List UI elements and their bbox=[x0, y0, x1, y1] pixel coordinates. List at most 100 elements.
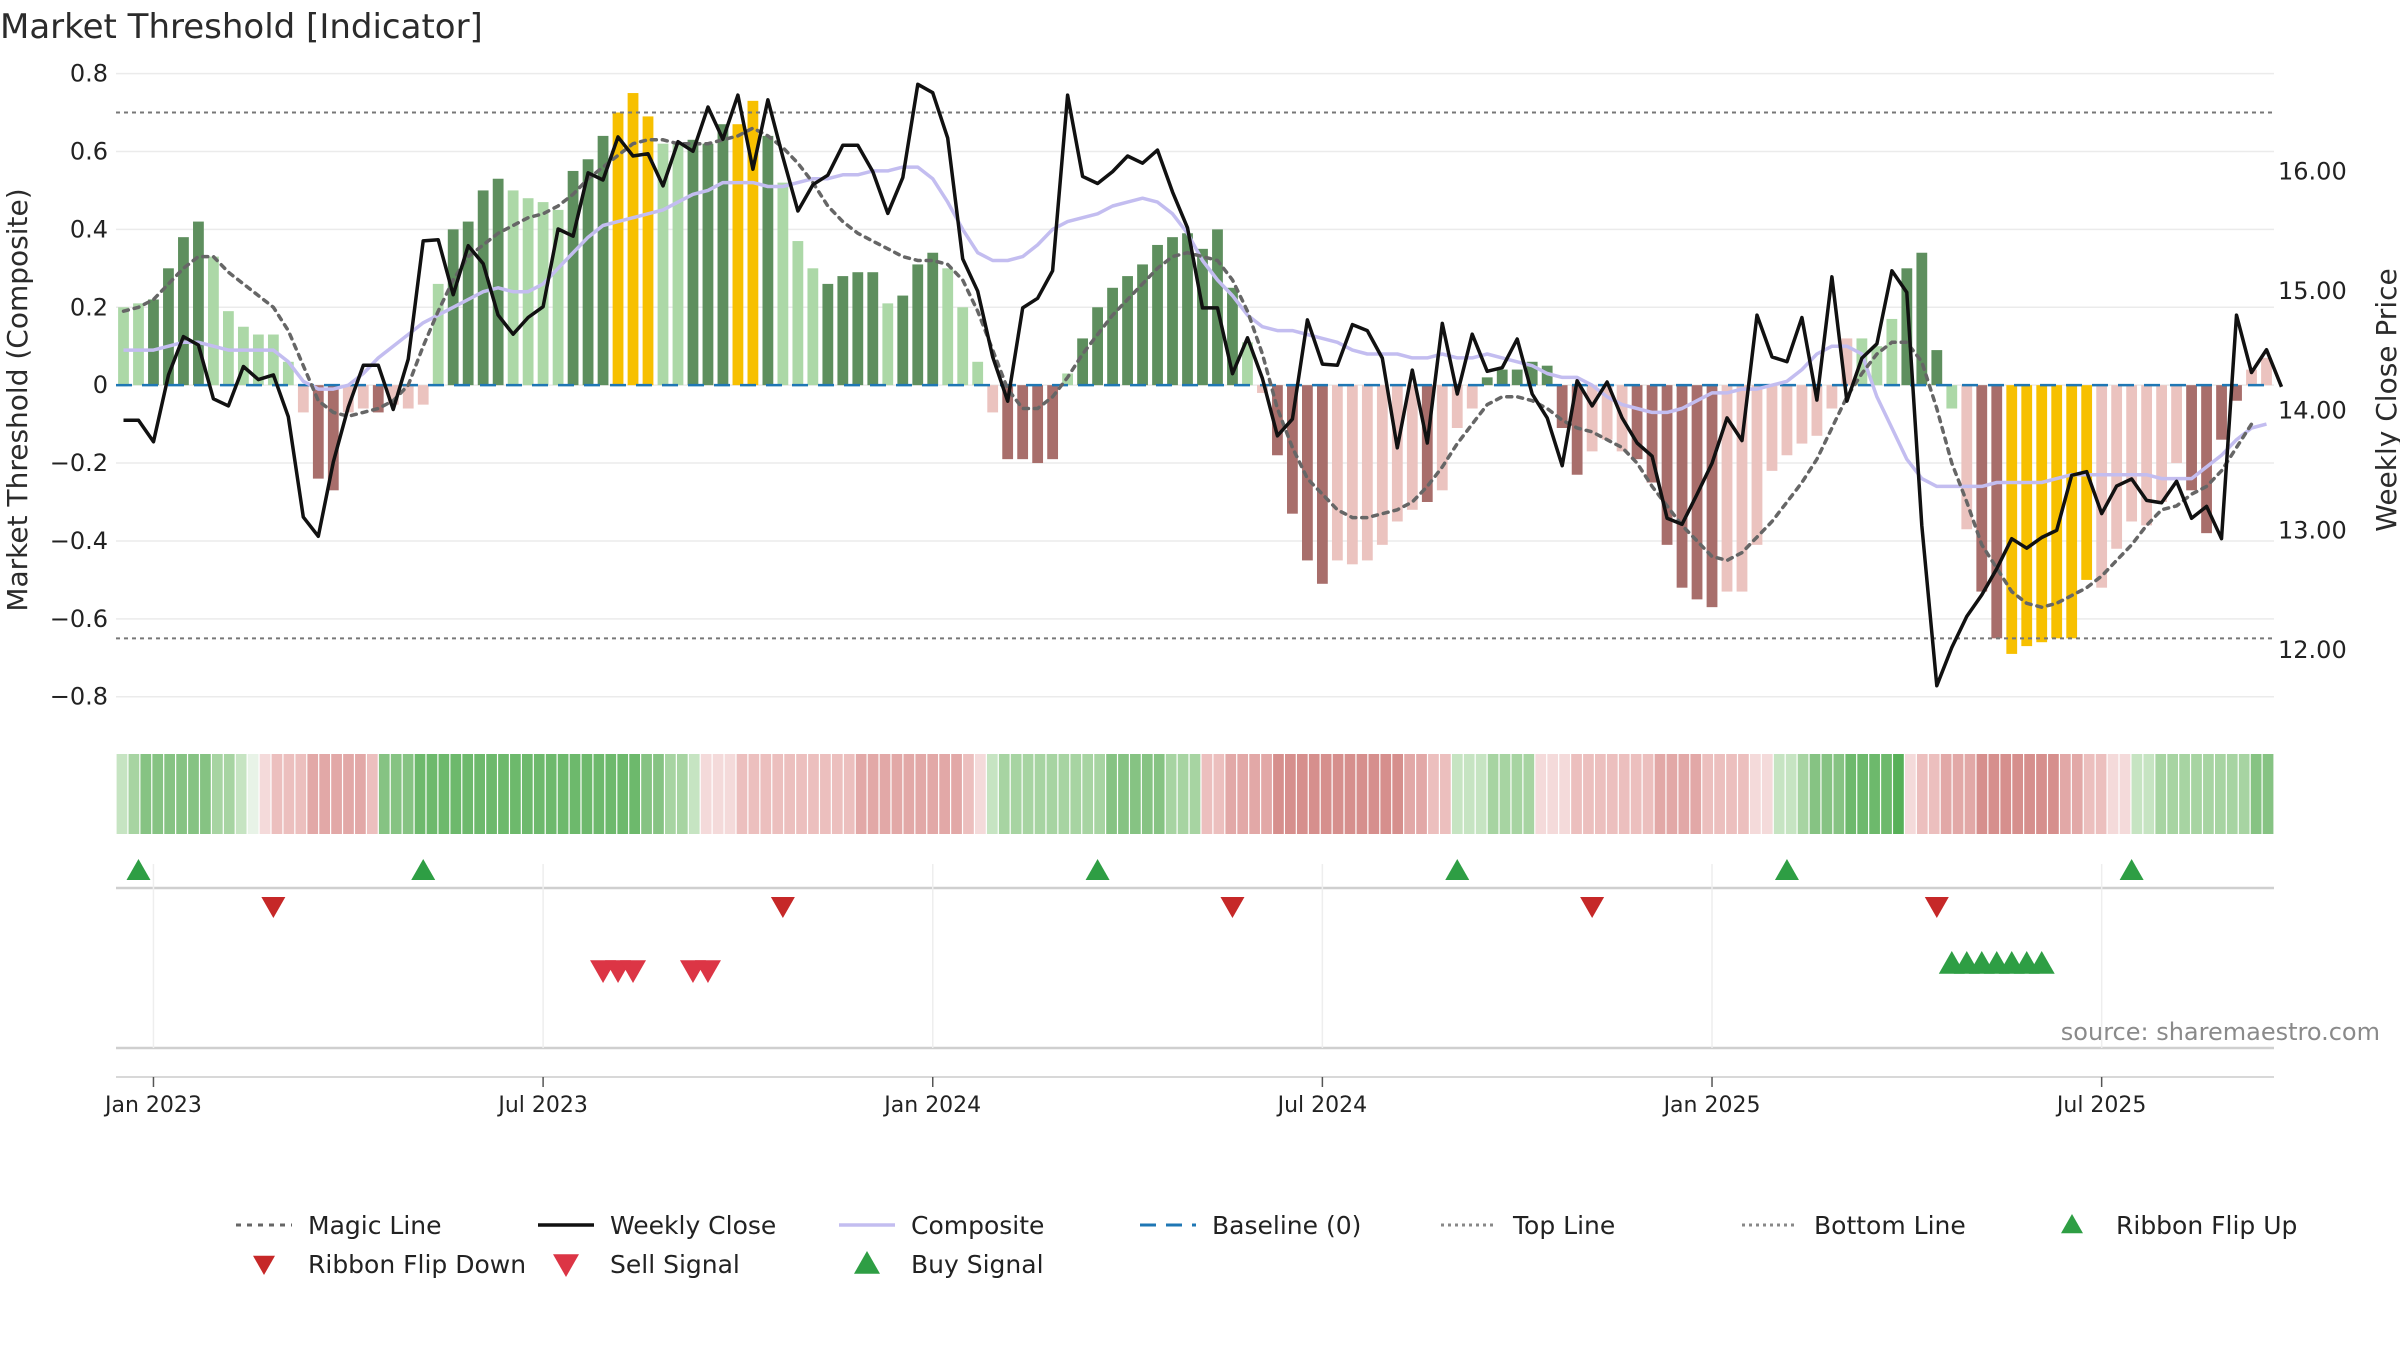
ribbon-segment bbox=[1177, 754, 1189, 834]
ribbon-segment bbox=[1988, 754, 2000, 834]
ribbon-segment bbox=[486, 754, 497, 834]
ribbon-segment bbox=[700, 754, 712, 834]
composite-bars bbox=[118, 93, 2272, 654]
ribbon-segment bbox=[2131, 754, 2143, 834]
composite-bar bbox=[2171, 385, 2182, 464]
y-tick-label: −0.8 bbox=[50, 683, 108, 711]
composite-bar bbox=[717, 124, 729, 386]
y-tick-label: −0.6 bbox=[50, 605, 108, 633]
ribbon-segment bbox=[152, 754, 164, 834]
composite-bar bbox=[1871, 346, 1883, 386]
ribbon-flip-up-marker bbox=[411, 859, 436, 880]
composite-bar bbox=[252, 334, 264, 386]
ribbon-segment bbox=[2083, 754, 2095, 834]
composite-bar bbox=[1272, 385, 1283, 456]
ribbon-flip-down-marker bbox=[1220, 897, 1245, 918]
composite-bar bbox=[657, 143, 669, 386]
ribbon-segment bbox=[1583, 754, 1594, 834]
ribbon-segment bbox=[903, 754, 915, 834]
ribbon-segment bbox=[319, 754, 331, 834]
ribbon-segment bbox=[1642, 754, 1654, 834]
ribbon-segment bbox=[1165, 754, 1177, 834]
ribbon-segment bbox=[1952, 754, 1964, 834]
ribbon-segment bbox=[784, 754, 795, 834]
ribbon-segment bbox=[1344, 754, 1356, 834]
ribbon-flip-up-marker bbox=[1445, 859, 1470, 880]
composite-bar bbox=[223, 311, 234, 386]
ribbon-segment bbox=[1201, 754, 1213, 834]
composite-bar bbox=[462, 221, 474, 386]
composite-bar bbox=[1406, 385, 1418, 510]
y-tick-label: 0 bbox=[93, 371, 108, 399]
ribbon-segment bbox=[1118, 754, 1129, 834]
composite-bar bbox=[282, 361, 294, 386]
ribbon-segment bbox=[1666, 754, 1678, 834]
legend-label: Ribbon Flip Up bbox=[2116, 1211, 2297, 1240]
ribbon-segment bbox=[1523, 754, 1535, 834]
composite-bar bbox=[957, 307, 969, 386]
ribbon-segment bbox=[1463, 754, 1475, 834]
ribbon-segment bbox=[2036, 754, 2047, 834]
composite-bar bbox=[1916, 252, 1928, 386]
sell-signal-marker bbox=[620, 960, 647, 983]
ribbon-segment bbox=[724, 754, 736, 834]
composite-bar bbox=[1466, 385, 1478, 409]
legend-item: Weekly Close bbox=[538, 1211, 776, 1240]
ribbon-segment bbox=[998, 754, 1010, 834]
composite-bar bbox=[672, 143, 684, 386]
ribbon-segment bbox=[1559, 754, 1570, 834]
ribbon-segment bbox=[474, 754, 486, 834]
ribbon-segment bbox=[653, 754, 664, 834]
ribbon-segment bbox=[915, 754, 927, 834]
ribbon-segment bbox=[271, 754, 283, 834]
signal-markers bbox=[116, 859, 2274, 1078]
composite-bar bbox=[267, 334, 279, 386]
ribbon-segment bbox=[1046, 754, 1058, 834]
composite-bar bbox=[807, 268, 819, 386]
composite-bar bbox=[627, 93, 639, 386]
ribbon-segment bbox=[1237, 754, 1249, 834]
legend-item: Sell Signal bbox=[553, 1250, 740, 1279]
composite-bar bbox=[1137, 264, 1148, 386]
ribbon-segment bbox=[2226, 754, 2238, 834]
ribbon-segment bbox=[223, 754, 235, 834]
legend-label: Magic Line bbox=[308, 1211, 442, 1240]
composite-bar bbox=[897, 295, 909, 386]
composite-bar bbox=[1961, 385, 1973, 530]
ribbon-segment bbox=[975, 754, 986, 834]
ribbon-segment bbox=[1750, 754, 1761, 834]
composite-bar bbox=[537, 202, 549, 386]
composite-bar bbox=[927, 252, 939, 386]
ribbon-segment bbox=[1392, 754, 1404, 834]
composite-bar bbox=[1092, 307, 1103, 386]
composite-bar bbox=[1032, 385, 1044, 464]
ribbon-segment bbox=[498, 754, 509, 834]
ribbon-segment bbox=[641, 754, 652, 834]
ribbon-segment bbox=[1547, 754, 1559, 834]
ribbon-segment bbox=[831, 754, 843, 834]
ribbon-segment bbox=[259, 754, 271, 834]
ribbon-segment bbox=[712, 754, 724, 834]
ribbon-segment bbox=[1225, 754, 1237, 834]
ribbon-segment bbox=[1630, 754, 1642, 834]
composite-bar bbox=[837, 276, 849, 386]
composite-bar bbox=[1946, 385, 1958, 409]
magic-line bbox=[121, 126, 2254, 610]
ribbon-segment bbox=[343, 754, 354, 834]
composite-bar bbox=[642, 116, 654, 386]
composite-bar bbox=[867, 272, 879, 386]
composite-bar bbox=[178, 237, 189, 386]
composite-bar bbox=[732, 124, 744, 386]
legend-item: Ribbon Flip Up bbox=[2061, 1211, 2297, 1240]
ribbon-segment bbox=[2024, 754, 2035, 834]
composite-bar bbox=[1242, 342, 1253, 386]
composite-bar bbox=[687, 139, 699, 386]
y-tick-label: 0.4 bbox=[70, 215, 108, 243]
composite-bar bbox=[2231, 385, 2242, 401]
ribbon-segment bbox=[1416, 754, 1427, 834]
ribbon-segment bbox=[1487, 754, 1499, 834]
ribbon-segment bbox=[1153, 754, 1165, 834]
ribbon-segment bbox=[593, 754, 605, 834]
ribbon-segment bbox=[450, 754, 462, 834]
